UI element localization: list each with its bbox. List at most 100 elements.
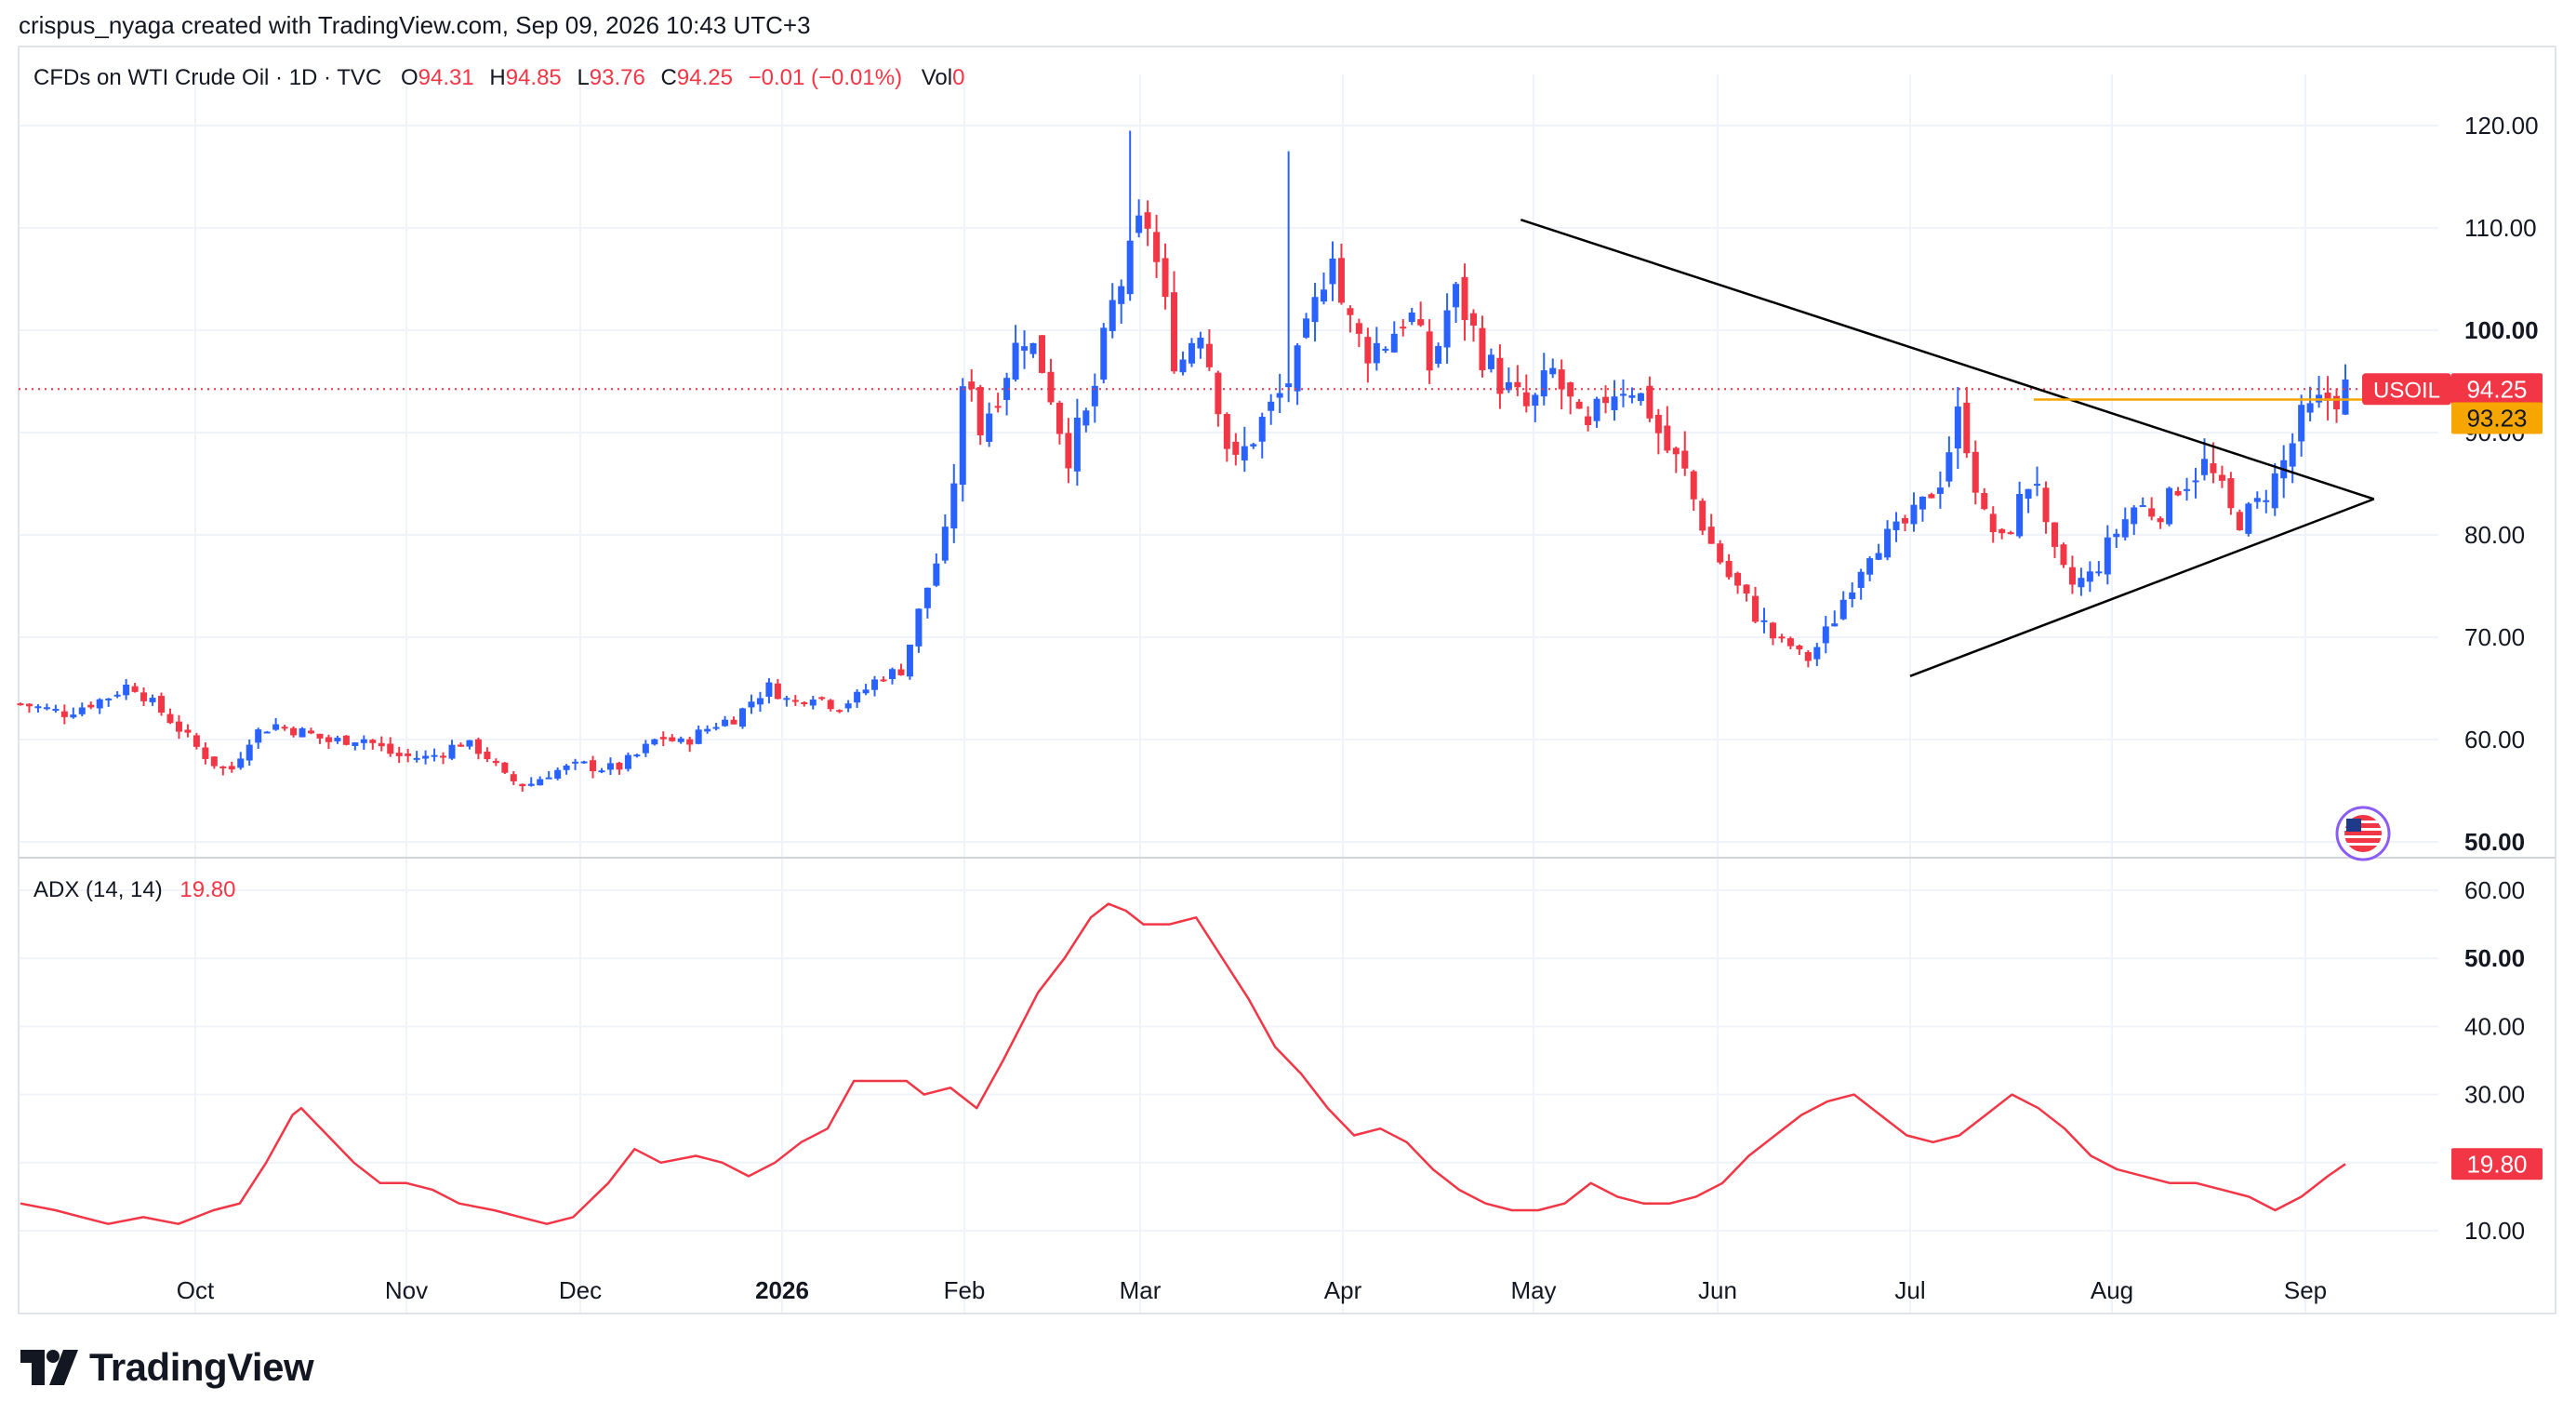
candle (184, 724, 192, 738)
adx-legend-label: ADX (14, 14) (33, 877, 163, 902)
candle (1822, 616, 1829, 654)
candle-body (246, 744, 253, 761)
candle (405, 748, 412, 763)
legend-low-label: L (577, 65, 590, 90)
candle-body (1752, 595, 1759, 622)
candle (431, 748, 438, 762)
candle-body (140, 692, 148, 701)
candle (933, 553, 940, 587)
candle-body (1699, 500, 1706, 531)
candle-body (1646, 385, 1653, 419)
candle (889, 667, 896, 685)
candle-body (1849, 592, 1856, 599)
candle (378, 736, 385, 752)
candle (730, 716, 737, 725)
candle-body (1479, 327, 1486, 371)
candle (659, 731, 667, 747)
candle (1337, 243, 1345, 305)
candle-body (1144, 212, 1151, 229)
adx-legend-value: 19.80 (179, 877, 236, 902)
candle-body (2342, 379, 2349, 415)
candle (1778, 633, 1786, 643)
candle (52, 704, 60, 714)
candle (2289, 433, 2296, 484)
candle-body (1628, 394, 1636, 398)
candle (1875, 543, 1882, 561)
candle (906, 644, 913, 680)
candle (1672, 447, 1680, 473)
candle-body (175, 721, 182, 732)
candle-body (1082, 410, 1090, 426)
candle-body (1311, 297, 1319, 323)
candle (272, 717, 280, 731)
candle (756, 691, 764, 713)
candle-body (1321, 289, 1328, 302)
candle (1082, 407, 1090, 433)
flag-canton (2346, 819, 2361, 832)
candle (871, 675, 879, 697)
candle-body (2289, 443, 2296, 467)
candle (1223, 412, 1230, 462)
candle-body (1857, 571, 1865, 588)
candle-body (105, 698, 113, 700)
candle (202, 742, 209, 765)
candle-body (1796, 645, 1803, 650)
candle (633, 754, 641, 758)
candle (1857, 568, 1865, 600)
candle (474, 737, 482, 760)
candle-body (739, 708, 747, 727)
candle (17, 702, 24, 706)
candle-body (1461, 276, 1468, 321)
candle (1021, 330, 1029, 369)
candle (2324, 376, 2331, 420)
drawing-layer[interactable] (19, 219, 2438, 677)
candle-body (1453, 284, 1460, 308)
candle (70, 707, 77, 719)
candle-body (2068, 567, 2076, 585)
candle (1109, 283, 1116, 339)
candle (968, 369, 976, 402)
candle-body (1162, 258, 1169, 298)
candle (466, 740, 473, 750)
candle (2148, 497, 2156, 521)
attribution-text: crispus_nyaga created with TradingView.c… (19, 11, 811, 39)
candle-body (818, 697, 826, 700)
candle (492, 758, 499, 767)
candle-body (1822, 626, 1829, 644)
candle (2333, 388, 2341, 423)
candle-body (1963, 402, 1971, 454)
candle-body (994, 406, 1002, 408)
candle-body (2324, 392, 2331, 401)
candle (1717, 540, 1724, 565)
last-price-tag-label: 94.25 (2466, 375, 2527, 403)
candle-body (1954, 407, 1961, 449)
candle-body (149, 698, 156, 702)
candle-body (1760, 620, 1768, 622)
candle (827, 699, 834, 712)
last-price-tag (2451, 373, 2543, 406)
candle (1522, 374, 1530, 413)
candle (2139, 497, 2146, 508)
candle (281, 725, 288, 731)
candle-body (466, 740, 473, 747)
candle-body (580, 761, 588, 764)
candle-body (501, 762, 509, 773)
candle-body (1056, 402, 1063, 434)
candle (25, 702, 33, 714)
legend-close-label: C (660, 65, 677, 90)
candle-body (1936, 487, 1944, 494)
candle-body (1654, 414, 1662, 433)
candle (1585, 406, 1592, 432)
time-axis-label: Mar (1120, 1276, 1162, 1304)
candle (1681, 431, 1689, 476)
candle (686, 736, 694, 753)
candle (1197, 331, 1204, 359)
tradingview-logo[interactable]: TradingView (20, 1345, 314, 1390)
candle (1470, 309, 1477, 342)
candle-body (1839, 599, 1847, 620)
candle (140, 687, 148, 706)
candle-body (774, 683, 781, 700)
candle-body (1355, 323, 1362, 334)
legend-volume: 0 (952, 65, 965, 90)
